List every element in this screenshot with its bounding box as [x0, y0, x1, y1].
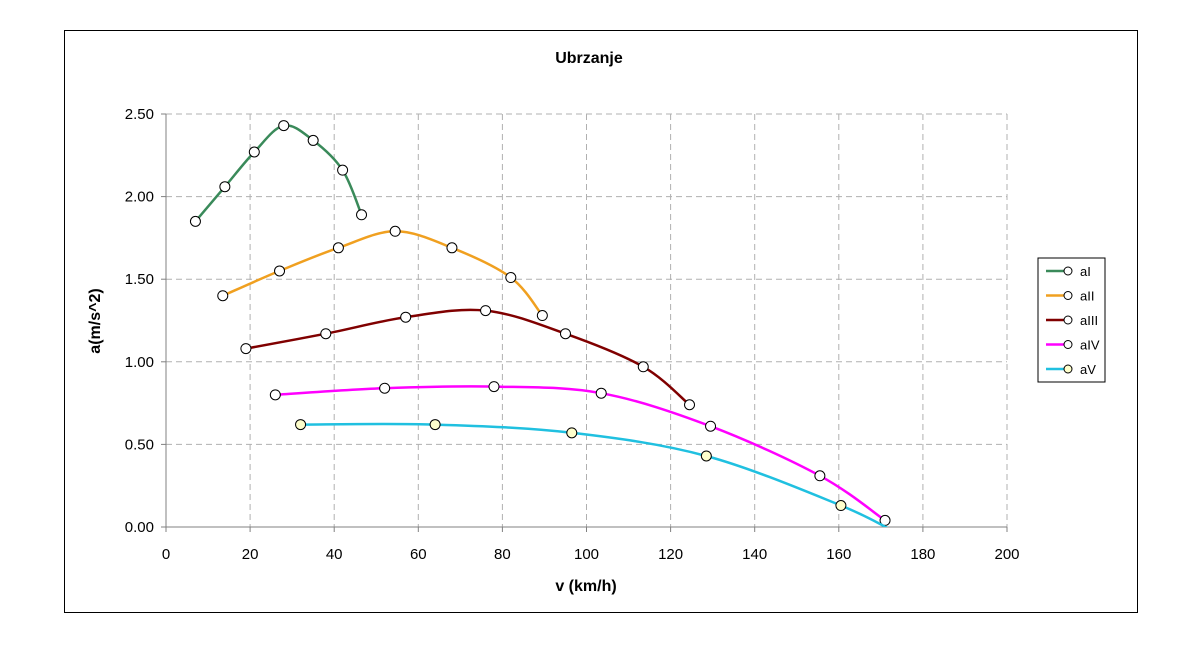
- data-point-aI: [356, 209, 368, 221]
- data-point-aI: [337, 164, 349, 176]
- data-point-aIV: [705, 420, 717, 432]
- data-point-aIV: [814, 470, 826, 482]
- data-point-aIV: [379, 382, 391, 394]
- x-tick-label: 180: [910, 546, 935, 563]
- legend-marker-aI: [1063, 266, 1073, 276]
- data-point-aII: [446, 242, 458, 254]
- data-point-aI: [219, 181, 231, 193]
- data-point-aV: [700, 450, 712, 462]
- data-point-aII: [389, 225, 401, 237]
- legend-marker-aV: [1063, 364, 1073, 374]
- data-point-aIII: [240, 343, 252, 355]
- series-layer: [189, 120, 891, 527]
- x-tick-label: 0: [162, 546, 170, 563]
- series-line-aIV: [275, 385, 886, 522]
- y-axis-label: a(m/s^2): [87, 288, 104, 353]
- data-point-aII: [274, 265, 286, 277]
- series-line-aI: [194, 124, 363, 223]
- x-axis-label: v (km/h): [555, 578, 616, 595]
- series-line-aII: [222, 230, 544, 317]
- legend-label-aIII: aIII: [1080, 313, 1098, 328]
- legend-label-aV: aV: [1080, 362, 1096, 377]
- y-tick-label: 1.50: [125, 271, 154, 288]
- data-point-aII: [332, 242, 344, 254]
- x-tick-label: 60: [410, 546, 427, 563]
- legend-marker-aIII: [1063, 315, 1073, 325]
- data-point-aIII: [684, 399, 696, 411]
- data-point-aI: [307, 134, 319, 146]
- legend: aI aII aIII aIV aV: [1037, 257, 1106, 383]
- data-point-aIV: [595, 387, 607, 399]
- data-point-aI: [248, 146, 260, 158]
- data-point-aIII: [559, 328, 571, 340]
- x-tick-label: 40: [326, 546, 343, 563]
- data-point-aI: [189, 215, 201, 227]
- y-tick-label: 1.00: [125, 354, 154, 371]
- x-tick-label: 200: [994, 546, 1019, 563]
- axis-layer: 0 20 40 60 80 100 120 140 160 180 200 0.00 0.50 1.00 1…: [125, 106, 1020, 563]
- legend-label-aIV: aIV: [1080, 338, 1100, 353]
- data-point-aI: [278, 120, 290, 132]
- data-point-aIII: [480, 305, 492, 317]
- legend-label-aI: aI: [1080, 264, 1091, 279]
- data-point-aIII: [400, 311, 412, 323]
- data-point-aII: [217, 290, 229, 302]
- legend-label-aII: aII: [1080, 289, 1094, 304]
- chart-area: [64, 30, 1138, 613]
- data-point-aIV: [488, 381, 500, 393]
- x-tick-label: 100: [574, 546, 599, 563]
- x-tick-label: 160: [826, 546, 851, 563]
- legend-marker-aIV: [1063, 340, 1073, 349]
- data-point-aV: [295, 419, 307, 431]
- x-tick-label: 80: [494, 546, 511, 563]
- x-tick-label: 140: [742, 546, 767, 563]
- grid-layer: [166, 113, 1008, 527]
- x-tick-label: 20: [242, 546, 259, 563]
- data-point-aII: [536, 310, 548, 322]
- x-tick-label: 120: [658, 546, 683, 563]
- series-line-aIII: [245, 308, 691, 406]
- data-point-aII: [505, 272, 517, 284]
- data-point-aV: [835, 500, 847, 512]
- data-point-aV: [566, 427, 578, 439]
- chart-title: Ubrzanje: [555, 50, 623, 67]
- y-tick-label: 2.00: [125, 189, 154, 206]
- data-point-aV: [429, 419, 441, 431]
- legend-marker-aII: [1063, 291, 1073, 300]
- y-tick-label: 2.50: [125, 106, 154, 123]
- series-line-aV: [300, 422, 889, 527]
- y-tick-label: 0.00: [125, 519, 154, 536]
- data-point-aIV: [269, 389, 281, 401]
- data-point-aIII: [320, 328, 332, 340]
- y-tick-label: 0.50: [125, 436, 154, 453]
- data-point-aIII: [637, 361, 649, 373]
